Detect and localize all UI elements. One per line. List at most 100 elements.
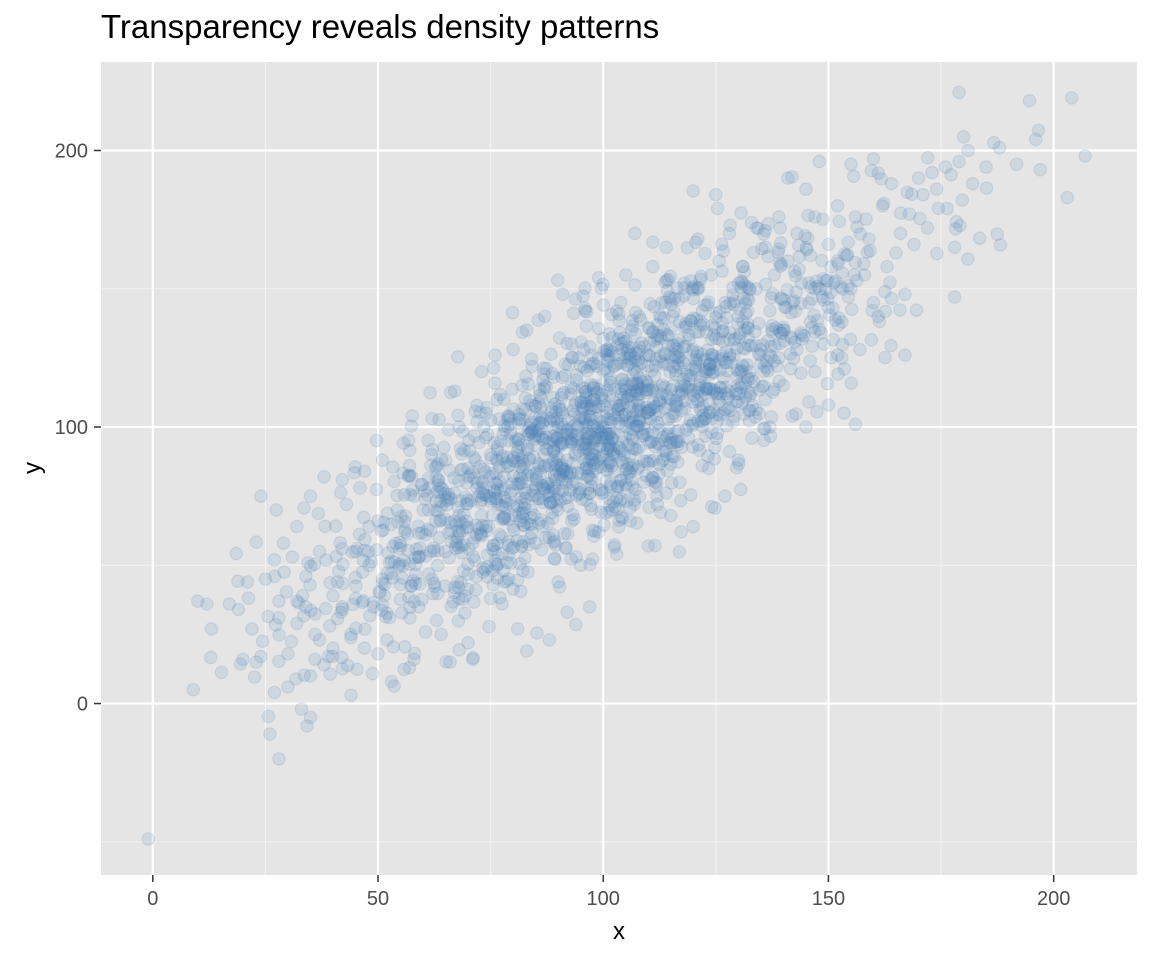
data-point <box>648 418 663 432</box>
data-point <box>505 305 520 320</box>
data-point <box>465 536 480 550</box>
data-point <box>705 348 719 363</box>
data-point <box>654 331 669 346</box>
data-point <box>441 490 455 505</box>
data-point <box>518 486 533 500</box>
data-point <box>536 361 551 375</box>
data-point <box>508 434 522 449</box>
data-point <box>690 385 705 399</box>
data-point <box>546 442 561 456</box>
data-point <box>494 434 508 448</box>
data-point <box>587 387 602 401</box>
data-point <box>254 489 268 503</box>
data-point <box>600 441 615 456</box>
data-point <box>579 388 593 403</box>
data-point <box>533 400 548 415</box>
data-point <box>555 403 569 417</box>
data-point <box>889 246 903 260</box>
data-point <box>645 235 660 249</box>
data-point <box>1009 157 1024 172</box>
data-point <box>631 419 646 433</box>
data-point <box>801 208 815 223</box>
data-point <box>374 524 389 538</box>
data-point <box>740 370 755 384</box>
data-point <box>716 244 731 258</box>
data-point <box>884 176 899 191</box>
data-point <box>272 654 286 669</box>
data-point <box>632 414 647 429</box>
data-point <box>361 544 376 559</box>
data-point <box>394 509 408 524</box>
data-point <box>698 365 712 380</box>
data-point <box>393 535 407 550</box>
data-point <box>355 595 370 610</box>
data-point <box>672 344 686 359</box>
data-point <box>841 278 855 293</box>
data-point <box>423 544 438 559</box>
data-point <box>442 550 457 565</box>
data-point <box>565 350 580 365</box>
data-point <box>536 481 551 495</box>
data-point <box>424 447 439 462</box>
data-point <box>765 322 779 337</box>
data-point <box>578 301 592 316</box>
data-point <box>664 432 679 446</box>
data-point <box>596 298 611 312</box>
data-point <box>517 518 531 533</box>
data-point <box>430 558 445 573</box>
data-point <box>452 526 467 540</box>
data-point <box>599 474 613 489</box>
data-point <box>591 525 606 539</box>
data-point <box>459 476 474 490</box>
data-point <box>579 319 594 333</box>
data-point <box>802 296 816 310</box>
data-point <box>704 499 719 514</box>
data-point <box>626 458 641 473</box>
data-point <box>375 598 390 612</box>
data-point <box>551 486 565 501</box>
data-point <box>749 402 763 417</box>
data-point <box>799 241 814 255</box>
data-point <box>761 216 775 231</box>
data-point <box>476 481 490 496</box>
data-point <box>629 442 644 457</box>
data-point <box>588 399 603 414</box>
data-point <box>657 433 672 448</box>
data-point <box>773 236 788 250</box>
data-point <box>467 428 482 443</box>
data-point <box>956 129 971 144</box>
data-point <box>763 429 778 443</box>
data-point <box>538 430 553 445</box>
data-point <box>558 541 573 555</box>
data-point <box>677 276 692 290</box>
data-point <box>734 274 748 289</box>
data-point <box>628 353 643 368</box>
data-point <box>614 453 629 467</box>
data-point <box>421 433 435 448</box>
data-point <box>371 514 385 528</box>
data-point <box>586 458 601 473</box>
data-point <box>490 481 504 496</box>
data-point <box>608 411 622 425</box>
data-point <box>661 412 675 427</box>
data-point <box>614 382 629 397</box>
data-point <box>506 540 521 554</box>
data-point <box>783 361 798 376</box>
data-point <box>704 382 719 396</box>
data-point <box>589 411 604 426</box>
data-point <box>656 311 671 325</box>
data-point <box>506 342 520 357</box>
data-point <box>663 269 678 283</box>
data-point <box>485 466 500 481</box>
data-point <box>603 443 618 457</box>
data-point <box>787 264 802 279</box>
data-point <box>606 442 621 457</box>
data-point <box>734 280 748 295</box>
data-point <box>547 483 562 498</box>
data-point <box>570 420 585 435</box>
data-point <box>622 388 637 403</box>
data-point <box>473 495 488 510</box>
data-point <box>571 466 585 480</box>
data-point <box>757 433 771 448</box>
data-point <box>637 454 651 468</box>
